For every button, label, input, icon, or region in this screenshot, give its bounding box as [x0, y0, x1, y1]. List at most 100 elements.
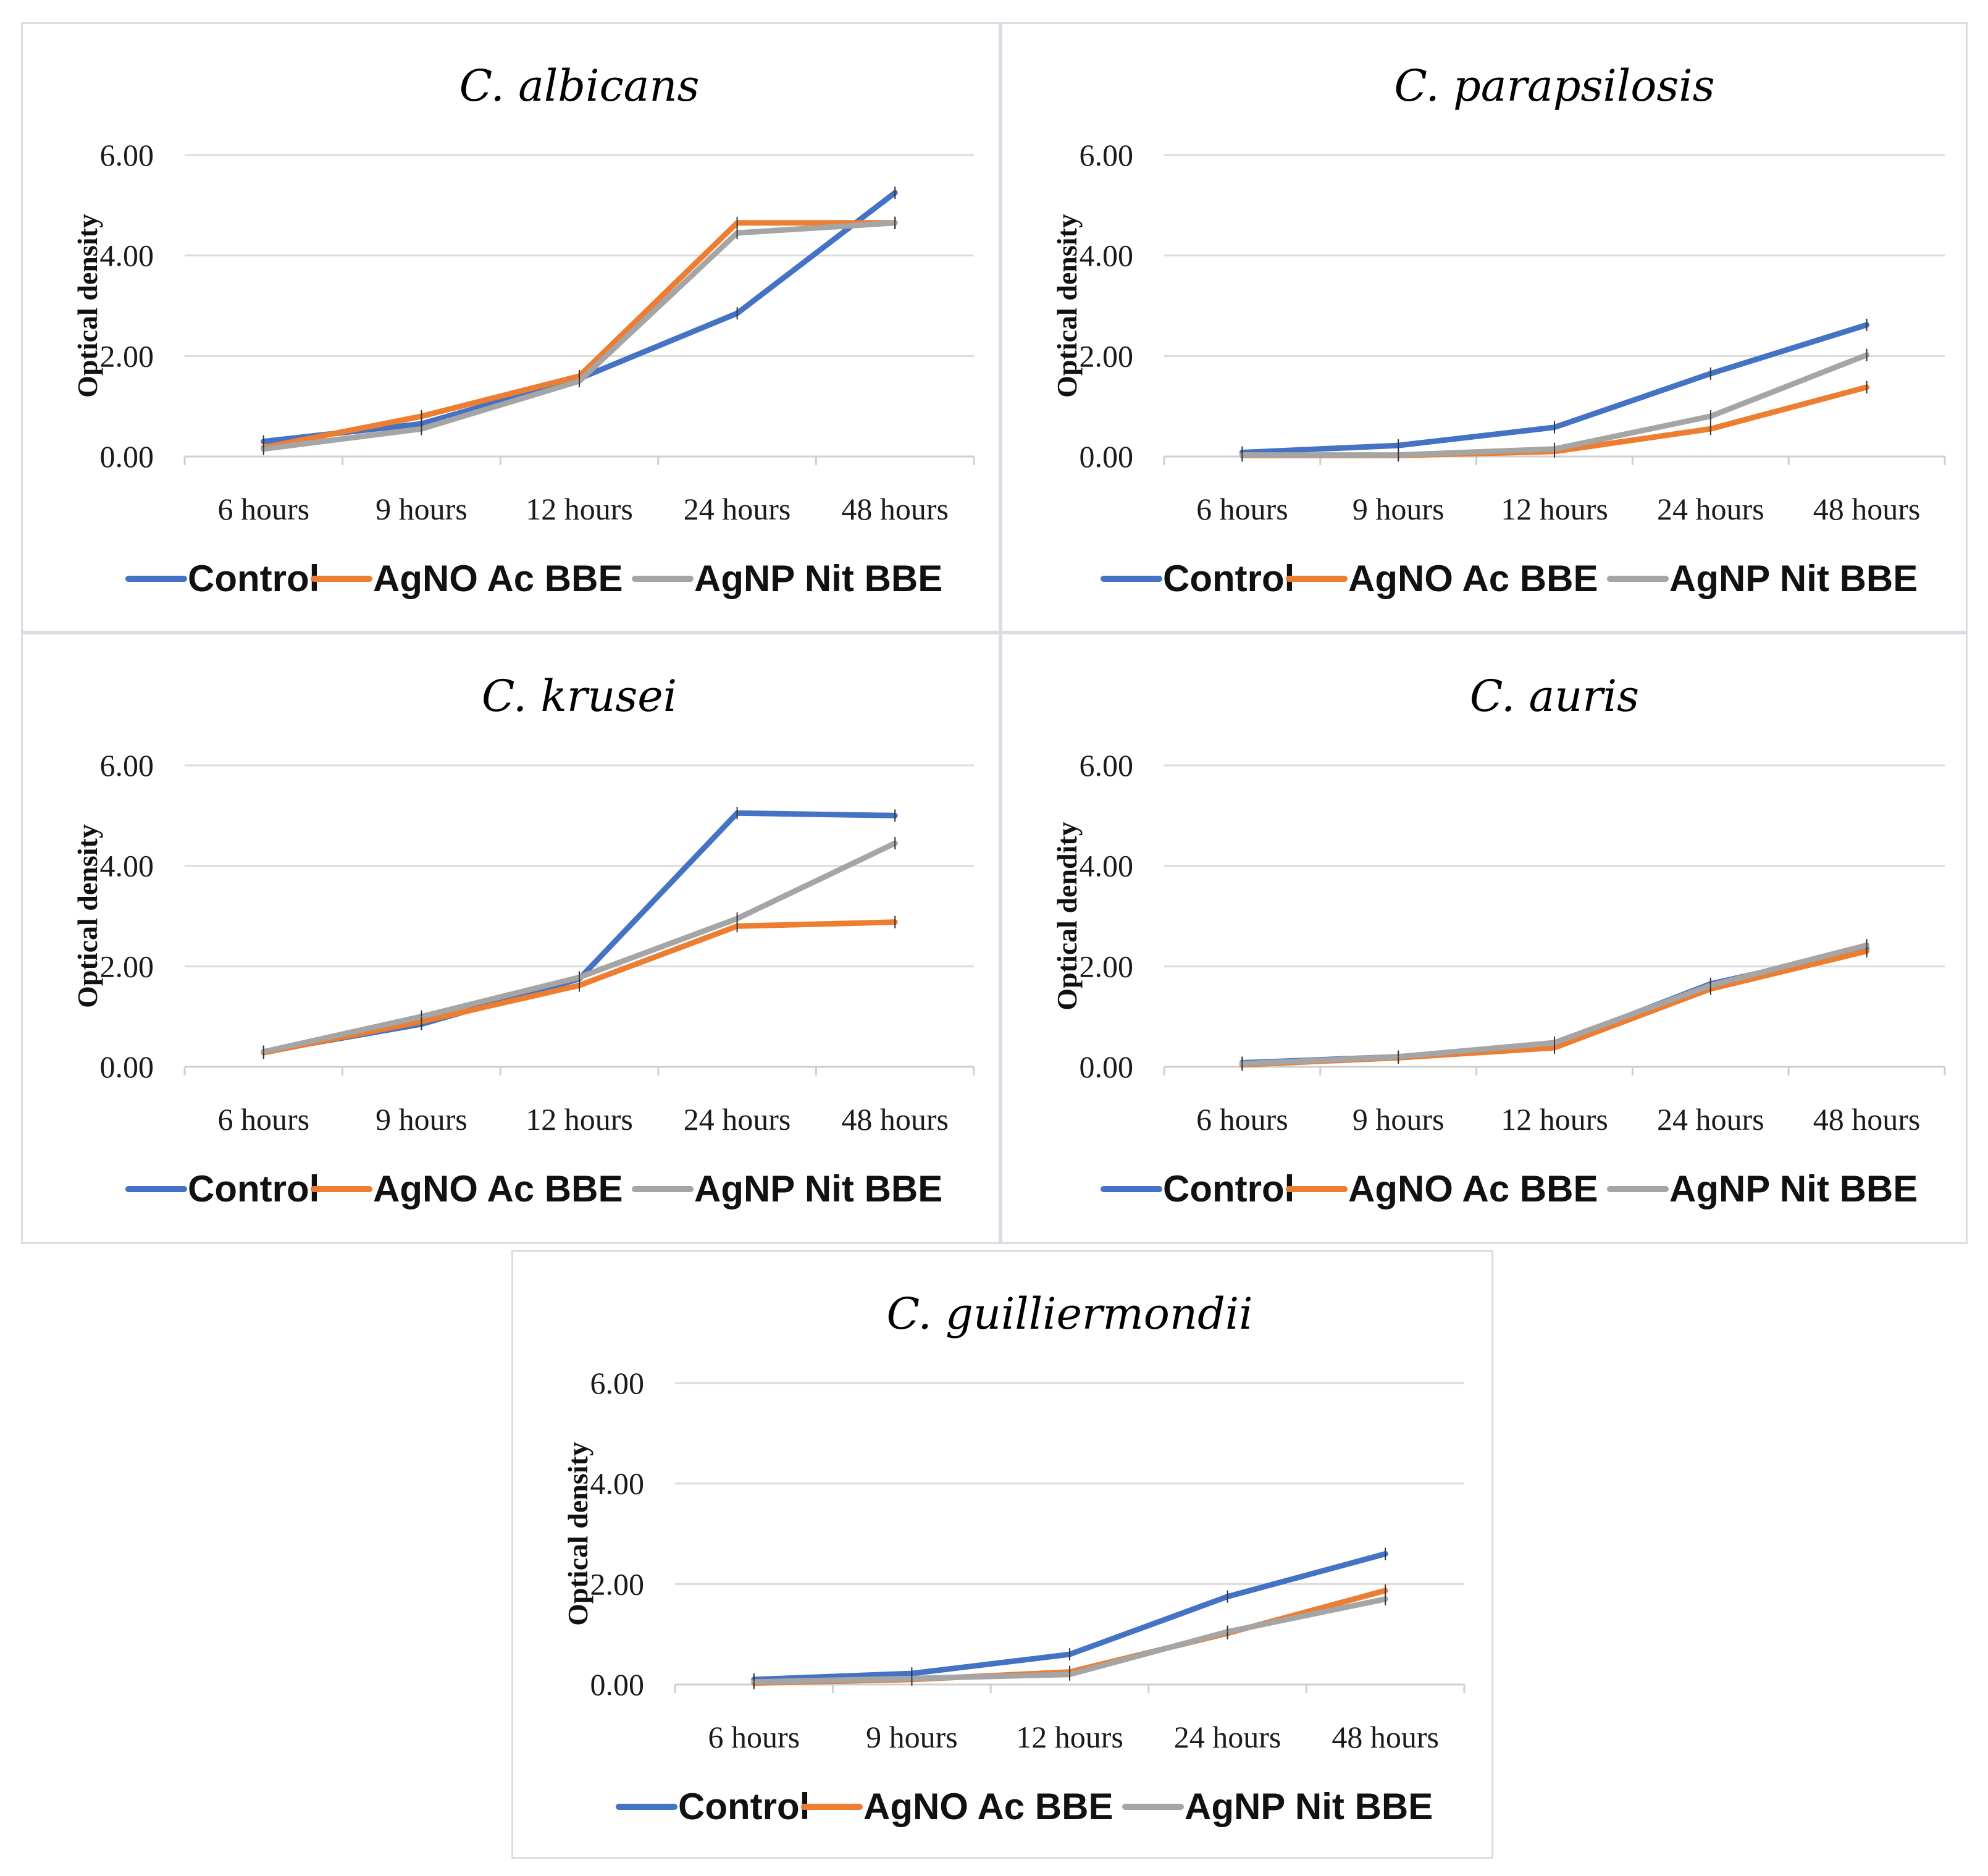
chart-svg: C. parapsilosis 0.00 2.00 4.00 6.00 6 hours 9 …	[1051, 61, 1946, 599]
legend-label-control: Control	[188, 558, 319, 599]
y-axis-label: Optical dendity	[1051, 822, 1083, 1010]
data-point-agnp-nit-bbe	[1554, 448, 1555, 450]
x-tick-label: 48 hours	[841, 492, 949, 526]
chart-svg: C. krusei 0.00 2.00 4.00 6.00 6 hours 9 hours 1…	[72, 671, 975, 1209]
data-point-agnp-nit-bbe	[1398, 1056, 1399, 1058]
y-tick-label: 6.00	[590, 1366, 645, 1400]
x-tick-label: 12 hours	[1016, 1720, 1123, 1754]
y-axis-label: Optical density	[1051, 214, 1083, 398]
series-line-agnp-nit-bbe	[261, 840, 898, 1055]
series-line-control	[261, 810, 898, 1055]
legend-label-agno-ac-bbe: AgNO Ac BBE	[373, 1168, 623, 1209]
x-tick-label: 48 hours	[1332, 1720, 1439, 1754]
x-tick-label: 24 hours	[1657, 492, 1764, 526]
y-tick-label: 2.00	[100, 949, 154, 983]
y-tick-label: 2.00	[590, 1567, 645, 1601]
legend-label-agnp-nit-bbe: AgNP Nit BBE	[1185, 1786, 1433, 1827]
y-tick-label: 0.00	[1080, 1049, 1134, 1084]
chart-title: C. parapsilosis	[1394, 61, 1714, 111]
legend-label-control: Control	[678, 1786, 810, 1827]
x-tick-label: 9 hours	[1353, 1102, 1445, 1137]
x-tick-label: 48 hours	[1813, 1102, 1921, 1137]
y-axis-label: Optical density	[562, 1442, 593, 1626]
legend-label-agno-ac-bbe: AgNO Ac BBE	[1348, 1168, 1598, 1209]
legend-label-agno-ac-bbe: AgNO Ac BBE	[1348, 558, 1598, 599]
y-tick-label: 6.00	[1080, 138, 1134, 172]
data-point-control	[1710, 373, 1711, 374]
legend-label-control: Control	[1163, 1168, 1294, 1209]
x-tick-label: 6 hours	[1196, 1102, 1288, 1137]
y-tick-label: 4.00	[100, 238, 154, 273]
data-point-agnp-nit-bbe	[753, 1681, 755, 1683]
x-tick-label: 24 hours	[1657, 1102, 1764, 1137]
x-tick-label: 6 hours	[708, 1720, 800, 1754]
y-tick-label: 6.00	[100, 748, 154, 783]
y-axis-label: Optical density	[72, 214, 103, 398]
legend-label-agnp-nit-bbe: AgNP Nit BBE	[694, 558, 942, 599]
data-point-agnp-nit-bbe	[263, 1051, 264, 1053]
data-point-control	[1398, 445, 1399, 446]
legend-label-agnp-nit-bbe: AgNP Nit BBE	[694, 1168, 942, 1209]
chart-panel-c-parapsilosis: C. parapsilosis 0.00 2.00 4.00 6.00 6 hours 9 …	[1000, 22, 1968, 633]
data-point-agnp-nit-bbe	[579, 977, 580, 978]
x-tick-label: 24 hours	[684, 1102, 791, 1137]
x-tick-label: 24 hours	[1174, 1720, 1281, 1754]
x-tick-label: 12 hours	[1501, 1102, 1608, 1137]
x-tick-label: 9 hours	[375, 492, 468, 526]
data-point-agnp-nit-bbe	[1710, 985, 1711, 986]
data-point-agnp-nit-bbe	[579, 381, 580, 382]
series-line-agno-ac-bbe	[261, 220, 898, 450]
x-tick-label: 48 hours	[1813, 492, 1921, 526]
y-axis-label: Optical density	[72, 824, 103, 1008]
chart-svg: C. guilliermondii 0.00 2.00 4.00 6.00 6 hours…	[562, 1289, 1466, 1827]
x-tick-label: 48 hours	[841, 1102, 949, 1137]
y-tick-label: 0.00	[100, 439, 154, 474]
x-tick-label: 9 hours	[866, 1720, 958, 1754]
y-tick-label: 2.00	[100, 339, 154, 373]
x-tick-label: 9 hours	[1353, 492, 1445, 526]
x-tick-label: 24 hours	[684, 492, 791, 526]
data-point-agnp-nit-bbe	[263, 448, 264, 450]
y-tick-label: 4.00	[1080, 238, 1134, 273]
legend-label-agno-ac-bbe: AgNO Ac BBE	[863, 1786, 1113, 1827]
y-tick-label: 4.00	[1080, 849, 1134, 883]
legend-label-agnp-nit-bbe: AgNP Nit BBE	[1669, 1168, 1918, 1209]
series-line-agnp-nit-bbe	[261, 220, 898, 452]
x-tick-label: 9 hours	[375, 1102, 468, 1137]
legend-label-agno-ac-bbe: AgNO Ac BBE	[373, 558, 623, 599]
series-line-agnp-nit-bbe	[1239, 352, 1870, 458]
chart-panel-c-albicans: C. albicans 0.00 2.00 4.00 6.00 6 hours 9 hour…	[21, 22, 1000, 633]
chart-panel-c-krusei: C. krusei 0.00 2.00 4.00 6.00 6 hours 9 hours 1…	[21, 633, 1000, 1244]
x-tick-label: 12 hours	[526, 492, 633, 526]
data-point-agnp-nit-bbe	[1866, 944, 1868, 946]
chart-panel-c-auris: C. auris 0.00 2.00 4.00 6.00 6 hours 9 hours 12…	[1000, 633, 1968, 1244]
chart-title: C. krusei	[482, 671, 677, 721]
x-tick-label: 12 hours	[526, 1102, 633, 1137]
data-point-agnp-nit-bbe	[1554, 1042, 1555, 1043]
chart-title: C. albicans	[459, 61, 700, 111]
x-tick-label: 12 hours	[1501, 492, 1608, 526]
x-tick-label: 6 hours	[1196, 492, 1288, 526]
data-point-agnp-nit-bbe	[1227, 1631, 1228, 1633]
y-tick-label: 0.00	[590, 1667, 645, 1702]
legend-label-control: Control	[188, 1168, 319, 1209]
data-point-agno-ac-bbe	[1385, 1590, 1386, 1591]
data-point-agno-ac-bbe	[579, 985, 580, 986]
data-point-control	[1227, 1596, 1228, 1597]
y-tick-label: 6.00	[100, 138, 154, 172]
y-tick-label: 4.00	[100, 849, 154, 883]
chart-svg: C. albicans 0.00 2.00 4.00 6.00 6 hours 9 hour…	[72, 61, 975, 599]
chart-panel-c-guilliermondii: C. guilliermondii 0.00 2.00 4.00 6.00 6 hours…	[511, 1250, 1493, 1859]
chart-title: C. auris	[1470, 671, 1639, 721]
chart-title: C. guilliermondii	[886, 1289, 1252, 1339]
y-tick-label: 6.00	[1080, 748, 1134, 783]
y-tick-label: 4.00	[590, 1466, 645, 1501]
legend-label-agnp-nit-bbe: AgNP Nit BBE	[1669, 558, 1918, 599]
legend-label-control: Control	[1163, 558, 1294, 599]
x-tick-label: 6 hours	[217, 492, 309, 526]
data-point-control	[1866, 324, 1868, 326]
y-tick-label: 2.00	[1080, 339, 1134, 373]
data-point-agnp-nit-bbe	[421, 1016, 422, 1017]
y-tick-label: 0.00	[100, 1049, 154, 1084]
chart-svg: C. auris 0.00 2.00 4.00 6.00 6 hours 9 hours 12…	[1051, 671, 1946, 1209]
